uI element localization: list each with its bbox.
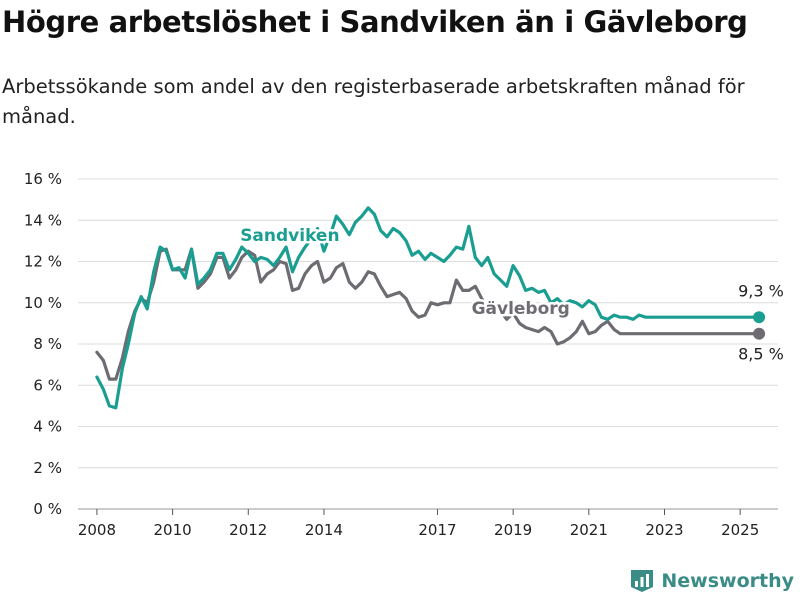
brand: Newsworthy xyxy=(629,568,794,594)
chart-subtitle: Arbetssökande som andel av den registerb… xyxy=(2,75,745,128)
y-tick-label: 10 % xyxy=(24,294,62,312)
y-tick-label: 6 % xyxy=(33,376,62,394)
y-tick-label: 14 % xyxy=(24,211,62,229)
end-label-sandviken: 9,3 % xyxy=(738,282,784,301)
x-tick-label: 2023 xyxy=(645,521,683,539)
end-label-gavleborg: 8,5 % xyxy=(738,344,784,363)
y-tick-label: 0 % xyxy=(33,500,62,518)
x-tick-label: 2014 xyxy=(305,521,343,539)
x-tick-label: 2021 xyxy=(570,521,608,539)
newsworthy-logo-icon xyxy=(631,570,654,592)
x-tick-label: 2025 xyxy=(721,521,759,539)
x-tick-label: 2019 xyxy=(494,521,532,539)
y-tick-label: 12 % xyxy=(24,253,62,271)
series-label-gavleborg: Gävleborg xyxy=(472,299,570,319)
y-tick-label: 2 % xyxy=(33,459,62,477)
chart-title: Högre arbetslöshet i Sandviken än i Gävl… xyxy=(2,5,748,39)
y-tick-label: 4 % xyxy=(33,418,62,436)
x-tick-label: 2008 xyxy=(78,521,116,539)
end-point-gavleborg xyxy=(753,327,766,340)
x-tick-label: 2012 xyxy=(229,521,267,539)
brand-name: Newsworthy xyxy=(661,570,794,592)
series-label-sandviken: Sandviken xyxy=(240,226,339,246)
y-tick-label: 8 % xyxy=(33,335,62,353)
x-tick-label: 2010 xyxy=(154,521,192,539)
series-line-gavleborg xyxy=(95,247,761,381)
end-point-sandviken xyxy=(753,311,766,324)
series-line-sandviken xyxy=(95,206,761,410)
y-tick-label: 16 % xyxy=(24,170,62,188)
x-tick-label: 2017 xyxy=(418,521,456,539)
